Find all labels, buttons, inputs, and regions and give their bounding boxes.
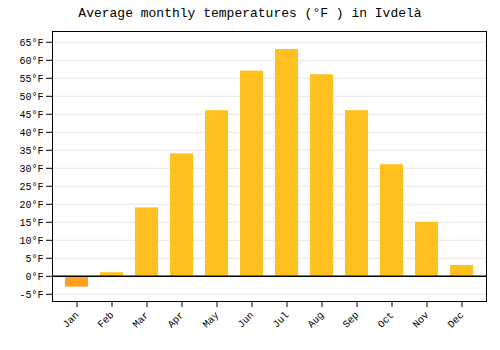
svg-text:15°F: 15°F (19, 218, 43, 229)
svg-text:65°F: 65°F (19, 38, 43, 49)
svg-text:10°F: 10°F (19, 236, 43, 247)
svg-text:55°F: 55°F (19, 74, 43, 85)
svg-text:25°F: 25°F (19, 182, 43, 193)
svg-text:30°F: 30°F (19, 164, 43, 175)
svg-text:0°F: 0°F (25, 272, 43, 283)
svg-text:Mar: Mar (131, 310, 152, 331)
svg-text:35°F: 35°F (19, 146, 43, 157)
svg-text:Jun: Jun (236, 310, 257, 331)
svg-text:Jan: Jan (61, 310, 82, 331)
svg-text:20°F: 20°F (19, 200, 43, 211)
svg-text:40°F: 40°F (19, 128, 43, 139)
html-text:Average monthly temperatures (: Average monthly temperatures (°F ) in Iv… (78, 6, 422, 21)
svg-text:Dec: Dec (446, 310, 467, 331)
svg-text:50°F: 50°F (19, 92, 43, 103)
svg-text:Apr: Apr (166, 310, 187, 331)
svg-text:60°F: 60°F (19, 56, 43, 67)
svg-text:May: May (201, 310, 222, 331)
svg-text:5°F: 5°F (25, 254, 43, 265)
svg-text:Nov: Nov (411, 310, 432, 331)
svg-text:Jul: Jul (271, 310, 292, 331)
svg-text:Feb: Feb (96, 310, 117, 331)
svg-text:Sep: Sep (341, 310, 362, 331)
svg-text:45°F: 45°F (19, 110, 43, 121)
svg-text:-5°F: -5°F (19, 290, 43, 301)
svg-text:Oct: Oct (376, 310, 397, 331)
svg-text:Aug: Aug (306, 310, 327, 331)
